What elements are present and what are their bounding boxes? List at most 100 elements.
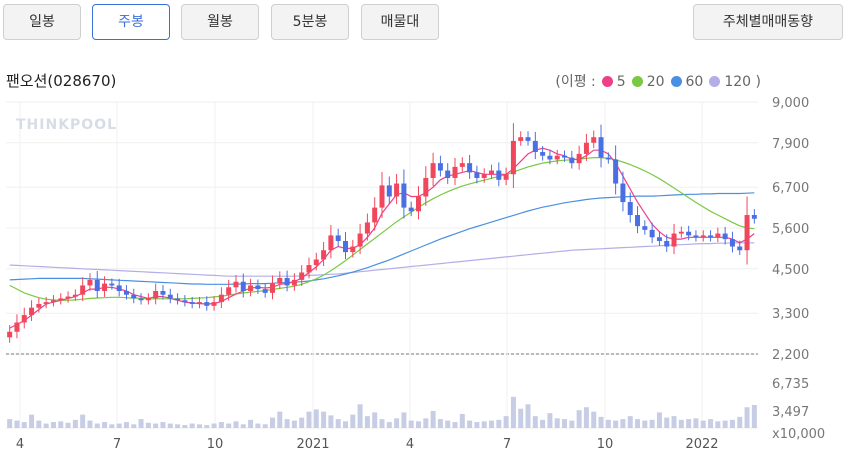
candle-body — [211, 302, 217, 306]
candle-body — [233, 281, 239, 288]
volume-bar — [372, 412, 378, 428]
candle-body — [591, 137, 597, 143]
volume-bar — [678, 419, 684, 428]
tab-1[interactable]: 주봉 — [92, 4, 170, 40]
y-tick-label: 3,300 — [772, 307, 809, 322]
candle-body — [562, 155, 568, 158]
candle-body — [649, 229, 655, 238]
candle-body — [613, 159, 619, 184]
x-tick-label: 4 — [16, 437, 24, 452]
tab-3[interactable]: 5분봉 — [271, 4, 349, 40]
candle-body — [109, 283, 115, 286]
candle-body — [277, 278, 283, 284]
candle-body — [452, 166, 458, 178]
candle-body — [620, 183, 626, 203]
volume-bar — [664, 417, 670, 428]
candle-body — [496, 170, 502, 180]
x-tick-label: 7 — [503, 437, 511, 452]
volume-bar — [116, 423, 122, 428]
volume-bar — [233, 421, 239, 428]
volume-bar — [627, 416, 633, 428]
candle-body — [627, 202, 633, 216]
legend-label-60: 60 — [685, 74, 704, 90]
x-tick-label: 10 — [207, 437, 224, 452]
candle-body — [416, 196, 422, 212]
volume-bar — [218, 422, 224, 428]
candle-body — [598, 137, 604, 158]
stock-title: 팬오션(028670) — [6, 72, 117, 90]
volume-bar — [350, 414, 356, 428]
volume-bar — [613, 420, 619, 428]
candle-body — [401, 183, 407, 208]
candle-body — [518, 137, 524, 141]
volume-bar — [386, 422, 392, 428]
volume-bar — [686, 419, 692, 428]
candle-body — [569, 157, 575, 164]
volume-bar — [226, 423, 232, 428]
candle-body — [7, 331, 13, 338]
volume-bar — [240, 424, 246, 428]
volume-bar — [467, 420, 473, 428]
candle-body — [123, 291, 129, 295]
candle-body — [708, 235, 714, 238]
candle-body — [467, 163, 473, 173]
candle-body — [29, 307, 35, 316]
volume-bar — [423, 418, 429, 428]
volume-bar — [401, 412, 407, 428]
volume-bar — [562, 419, 568, 428]
candle-body — [583, 142, 589, 154]
candle-body — [58, 298, 64, 301]
legend-label-5: 5 — [616, 74, 626, 90]
volume-bar — [722, 420, 728, 428]
y-tick-label: 2,200 — [772, 348, 809, 363]
volume-bar — [518, 408, 524, 428]
candle-body — [532, 140, 538, 153]
volume-bar — [737, 416, 743, 428]
volume-bar — [364, 416, 370, 428]
volume-bar — [196, 424, 202, 428]
volume-bar — [94, 423, 100, 428]
volume-bar — [554, 418, 560, 428]
candle-body — [36, 303, 42, 308]
volume-bar — [291, 420, 297, 428]
volume-bar — [744, 407, 750, 428]
candle-body — [299, 272, 305, 280]
volume-bar — [313, 409, 319, 428]
candle-body — [21, 315, 27, 323]
candle-body — [737, 246, 743, 251]
volume-bar — [277, 411, 283, 428]
candle-body — [408, 207, 414, 212]
volume-bar — [693, 418, 699, 428]
volume-bar — [598, 416, 604, 428]
legend-prefix: (이평 : — [555, 74, 596, 90]
candle-body — [693, 235, 699, 238]
candle-body — [423, 177, 429, 197]
legend-label-20: 20 — [646, 74, 665, 90]
volume-bar — [102, 422, 108, 428]
volume-bar — [408, 420, 414, 428]
candle-body — [189, 302, 195, 304]
volume-bar — [29, 414, 35, 428]
candle-body — [430, 163, 436, 178]
candle-body — [313, 259, 319, 266]
volume-bar — [14, 420, 20, 428]
volume-bar — [36, 420, 42, 428]
volume-bar — [80, 414, 86, 428]
candle-body — [102, 283, 108, 291]
tab-0[interactable]: 일봉 — [3, 4, 81, 40]
candle-body — [459, 163, 465, 167]
tab-2[interactable]: 월봉 — [181, 4, 259, 40]
volume-bar — [547, 413, 553, 428]
volume-bar — [576, 410, 582, 428]
tab-4[interactable]: 매물대 — [361, 4, 439, 40]
candle-body — [357, 233, 363, 247]
candle-body — [87, 279, 93, 286]
candle-body — [437, 163, 443, 171]
candle-body — [664, 240, 670, 247]
candle-body — [554, 155, 560, 160]
volume-bar — [430, 410, 436, 428]
volume-bar — [58, 421, 64, 428]
investor-trend-button[interactable]: 주체별매매동향 — [693, 4, 843, 40]
y-tick-label: 4,500 — [772, 263, 809, 278]
